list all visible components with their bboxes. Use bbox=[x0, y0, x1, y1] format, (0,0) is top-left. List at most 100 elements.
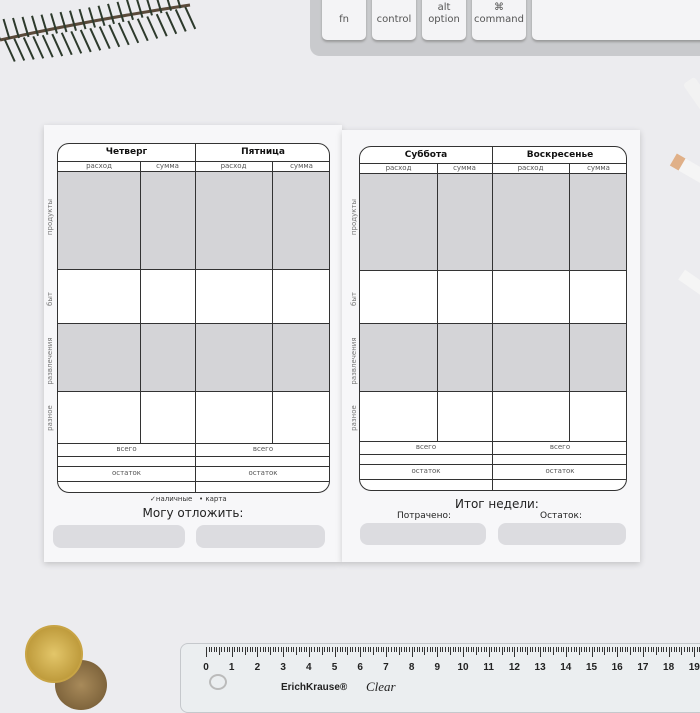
pine-needle bbox=[22, 37, 35, 60]
ruler-number: 0 bbox=[203, 662, 209, 673]
pine-needle bbox=[40, 14, 49, 35]
ruler-number: 19 bbox=[688, 662, 700, 673]
total-label: всего bbox=[415, 443, 437, 451]
pine-needle bbox=[146, 0, 153, 16]
ruler-tick bbox=[378, 647, 380, 652]
save-field-2[interactable] bbox=[196, 525, 325, 548]
ruler-number: 11 bbox=[483, 662, 494, 673]
shaded-band bbox=[360, 323, 626, 391]
row-line bbox=[360, 163, 626, 164]
category-label: развлечения bbox=[46, 337, 54, 385]
row-line bbox=[58, 466, 329, 467]
week-total-title: Итог недели: bbox=[455, 497, 539, 511]
ruler-tick bbox=[594, 647, 596, 652]
category-label: продукты bbox=[350, 198, 358, 236]
ruler-tick bbox=[241, 647, 243, 652]
pine-needle bbox=[21, 16, 30, 38]
ruler-tick bbox=[375, 647, 377, 652]
ruler-tick bbox=[267, 647, 269, 652]
ruler-tick bbox=[257, 647, 259, 657]
ruler-tick bbox=[234, 647, 236, 652]
ruler-tick bbox=[339, 647, 341, 652]
ruler-tick bbox=[522, 647, 524, 652]
row-line bbox=[360, 173, 626, 174]
key-command[interactable]: ⌘ command bbox=[472, 0, 526, 40]
ruler-tick bbox=[506, 647, 508, 652]
ruler-tick bbox=[560, 647, 562, 652]
ruler-tick bbox=[588, 647, 590, 652]
pine-needle bbox=[50, 13, 58, 34]
ruler-tick bbox=[496, 647, 498, 652]
key-space[interactable] bbox=[532, 0, 700, 40]
ruler-tick bbox=[411, 647, 413, 657]
ruler-tick bbox=[259, 647, 261, 652]
ruler-tick bbox=[362, 647, 364, 652]
pine-needle bbox=[3, 39, 16, 62]
row-line bbox=[58, 443, 329, 444]
ruler-tick bbox=[272, 647, 274, 652]
subheader: сумма bbox=[156, 162, 179, 170]
ruler-tick bbox=[514, 647, 516, 657]
ruler-tick bbox=[445, 647, 446, 652]
remainder-field[interactable] bbox=[498, 523, 626, 545]
ruler-tick bbox=[475, 647, 477, 655]
ruler-tick bbox=[663, 647, 665, 652]
ruler-tick bbox=[511, 647, 513, 652]
spent-field[interactable] bbox=[360, 523, 486, 545]
ruler-number: 8 bbox=[408, 662, 415, 673]
pine-needle bbox=[51, 33, 64, 57]
ruler-tick bbox=[221, 647, 223, 652]
ruler-tick bbox=[473, 647, 475, 652]
key-fn[interactable]: fn bbox=[322, 0, 366, 40]
ruler-tick bbox=[606, 647, 608, 652]
legend-cash: ✓наличные bbox=[150, 495, 193, 503]
key-control[interactable]: control bbox=[372, 0, 416, 40]
spent-label: Потрачено: bbox=[397, 511, 452, 521]
shaded-band bbox=[360, 173, 626, 270]
ruler-tick bbox=[491, 647, 493, 652]
ruler-number: 14 bbox=[560, 662, 572, 673]
ruler-tick bbox=[493, 647, 495, 652]
ruler-tick bbox=[501, 647, 503, 655]
ruler-tick bbox=[645, 647, 647, 652]
key-option[interactable]: alt option bbox=[422, 0, 466, 40]
ruler-tick bbox=[403, 647, 405, 652]
save-field-1[interactable] bbox=[53, 525, 185, 548]
row-line bbox=[58, 171, 329, 172]
ruler-brand: ErichKrause® bbox=[281, 682, 348, 693]
ruler-tick bbox=[308, 647, 310, 657]
ruler-tick bbox=[452, 647, 454, 652]
pine-needle bbox=[176, 0, 182, 9]
pine-needle bbox=[89, 27, 102, 51]
ruler-tick bbox=[352, 647, 354, 652]
ruler-tick bbox=[275, 647, 277, 652]
ruler-tick bbox=[216, 647, 218, 652]
category-label: развлечения bbox=[350, 337, 358, 385]
ruler-tick bbox=[547, 647, 549, 652]
remainder-label: остаток bbox=[248, 469, 278, 477]
pine-needle bbox=[136, 18, 149, 42]
ruler-tick bbox=[599, 647, 601, 652]
ruler-tick bbox=[388, 647, 390, 652]
ruler-tick bbox=[357, 647, 359, 652]
column-divider bbox=[492, 147, 493, 490]
ruler-tick bbox=[447, 647, 449, 652]
remainder-label: остаток bbox=[111, 469, 142, 477]
ruler-tick bbox=[648, 647, 650, 652]
ruler-tick bbox=[604, 647, 606, 655]
row-line bbox=[58, 391, 329, 392]
category-label: разное bbox=[46, 405, 54, 431]
day-header: Суббота bbox=[404, 150, 448, 160]
ruler-tick bbox=[450, 647, 452, 655]
row-line bbox=[58, 481, 329, 482]
ruler-tick bbox=[632, 647, 634, 652]
total-label: всего bbox=[116, 445, 137, 453]
ruler-tick bbox=[421, 647, 423, 652]
subheader: расход bbox=[517, 164, 544, 172]
save-title: Могу отложить: bbox=[142, 506, 244, 520]
ruler-tick bbox=[206, 647, 207, 657]
ruler-tick bbox=[306, 647, 308, 652]
ruler-tick bbox=[223, 647, 225, 652]
remainder-label: остаток bbox=[545, 467, 575, 475]
ruler-tick bbox=[385, 647, 387, 657]
